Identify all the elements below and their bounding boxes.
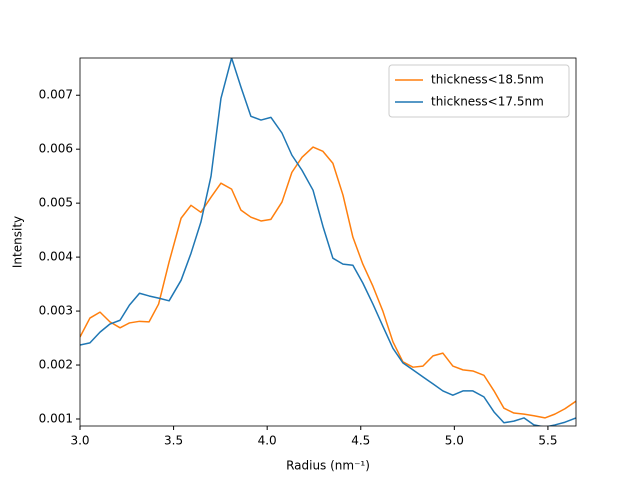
y-tick-label: 0.001 bbox=[39, 411, 73, 425]
y-tick-label: 0.002 bbox=[39, 358, 73, 372]
legend-label: thickness<17.5nm bbox=[431, 95, 544, 109]
x-axis-label: Radius (nm⁻¹) bbox=[286, 459, 370, 473]
legend-label: thickness<18.5nm bbox=[431, 73, 544, 87]
x-tick-label: 3.0 bbox=[70, 434, 89, 448]
x-tick-label: 4.5 bbox=[351, 434, 370, 448]
plot-area bbox=[80, 58, 576, 426]
y-axis-label: Intensity bbox=[11, 216, 25, 268]
y-tick-label: 0.005 bbox=[39, 196, 73, 210]
legend-box bbox=[388, 64, 570, 118]
y-tick-label: 0.006 bbox=[39, 142, 73, 156]
x-tick-label: 4.0 bbox=[258, 434, 277, 448]
y-tick-label: 0.003 bbox=[39, 304, 73, 318]
data-line bbox=[80, 58, 576, 426]
axes-frame bbox=[79, 57, 577, 427]
x-tick-label: 5.0 bbox=[445, 434, 464, 448]
data-line bbox=[80, 146, 576, 419]
y-tick-label: 0.007 bbox=[39, 88, 73, 102]
x-tick-label: 3.5 bbox=[164, 434, 183, 448]
y-tick-label: 0.004 bbox=[39, 250, 73, 264]
x-tick-label: 5.5 bbox=[538, 434, 557, 448]
